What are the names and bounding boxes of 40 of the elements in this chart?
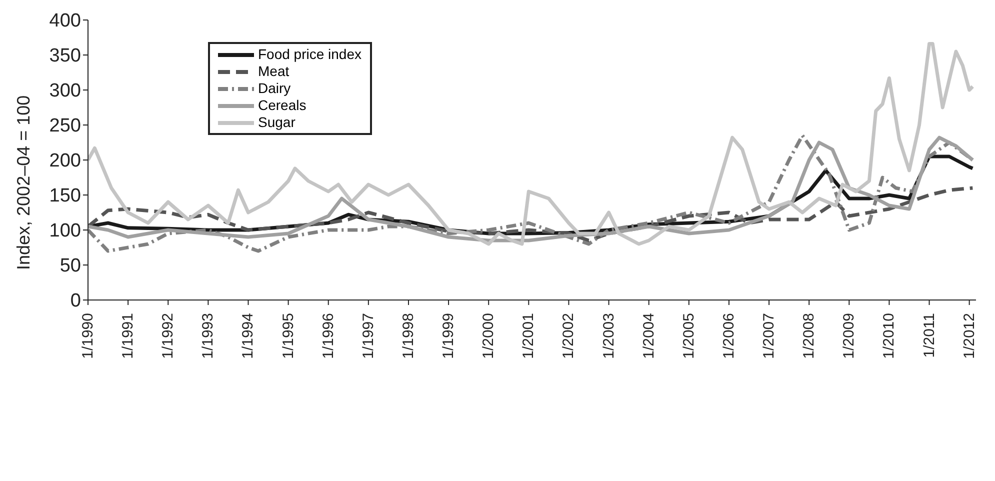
- y-tick-label: 100: [49, 220, 81, 242]
- x-tick-label: 1/1997: [360, 313, 377, 359]
- legend-label: Cereals: [258, 97, 306, 114]
- x-tick-label: 1/2009: [840, 313, 858, 359]
- x-tick-label: 1/1992: [160, 313, 177, 359]
- y-tick-label: 300: [49, 80, 81, 102]
- x-tick-label: 1/2002: [560, 313, 578, 359]
- x-tick-label: 1/2005: [680, 313, 698, 359]
- x-tick-label: 1/2007: [760, 313, 778, 359]
- x-tick-label: 1/1993: [200, 313, 217, 359]
- legend-label: Sugar: [258, 114, 296, 131]
- x-tick-label: 1/1998: [400, 313, 417, 359]
- x-tick-label: 1/1995: [280, 313, 297, 359]
- x-tick-label: 1/2006: [720, 313, 738, 359]
- x-tick-label: 1/1991: [120, 313, 137, 359]
- y-tick-label: 350: [49, 46, 81, 67]
- x-tick-label: 1/2010: [880, 313, 898, 359]
- y-axis-title: Index, 2002–04 = 100: [13, 95, 34, 270]
- legend-label: Meat: [258, 63, 290, 80]
- x-tick-label: 1/2001: [520, 313, 538, 359]
- x-tick-label: 1/2000: [480, 313, 498, 359]
- x-tick-label: 1/1990: [80, 313, 96, 359]
- y-tick-label: 50: [60, 256, 81, 277]
- legend-label: Dairy: [258, 80, 291, 97]
- x-tick-label: 1/2008: [800, 313, 818, 359]
- y-tick-label: 150: [49, 186, 81, 207]
- legend-label: Food price index: [258, 46, 362, 63]
- x-tick-label: 1/2012: [960, 313, 978, 359]
- x-tick-label: 1/2011: [920, 313, 938, 358]
- x-tick-label: 1/1999: [440, 313, 458, 359]
- x-tick-label: 1/2003: [600, 313, 618, 359]
- line-series: [88, 186, 974, 242]
- y-tick-label: 0: [70, 290, 81, 312]
- y-tick-label: 250: [49, 116, 81, 137]
- x-tick-label: 1/1996: [320, 313, 337, 359]
- y-tick-label: 400: [49, 10, 81, 32]
- x-tick-label: 1/2004: [640, 313, 658, 359]
- line-series: [88, 42, 974, 246]
- y-tick-label: 200: [49, 150, 81, 172]
- x-tick-label: 1/1994: [240, 313, 257, 359]
